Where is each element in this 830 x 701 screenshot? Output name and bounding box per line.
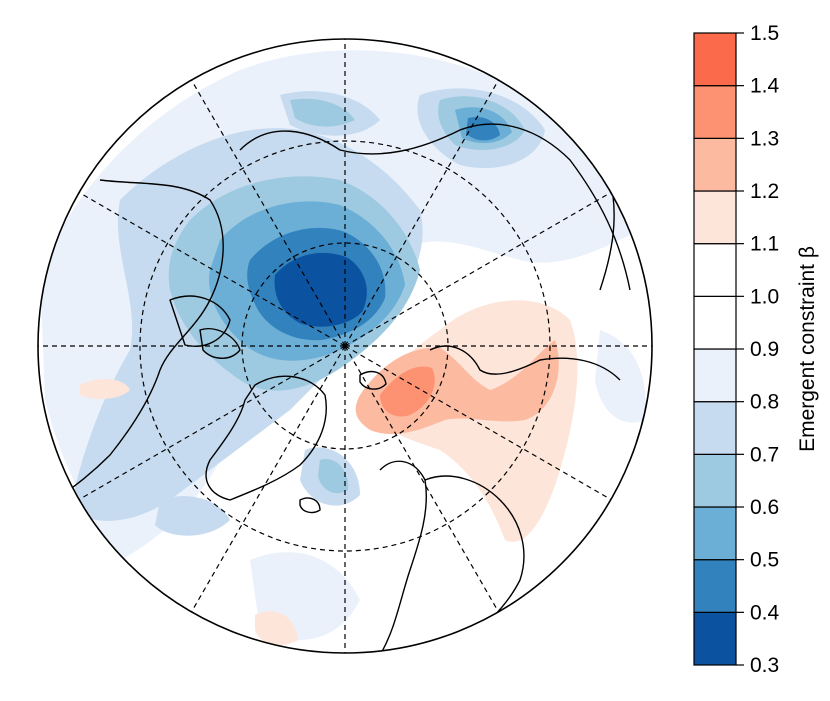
colorbar-tick-label: 1.0 [750, 285, 779, 308]
meridian [344, 345, 500, 613]
colorbar-segment [693, 32, 737, 87]
greenland-coast [205, 375, 327, 501]
meridian [78, 191, 346, 347]
colorbar-tick-label: 0.8 [750, 391, 779, 414]
colorbar-tick-label: 1.3 [750, 127, 779, 150]
meridian [190, 345, 346, 613]
colorbar-tick-label: 0.6 [750, 496, 779, 519]
colorbar-segment [693, 295, 737, 350]
colorbar-segment [693, 348, 737, 403]
colorbar-segment [693, 243, 737, 297]
colorbar-segment [693, 611, 737, 666]
map-disk [38, 39, 652, 653]
colorbar-segment [693, 506, 737, 561]
colorbar-segment [693, 85, 737, 139]
colorbar-segment [693, 190, 737, 245]
colorbar-tick-label: 0.7 [750, 443, 779, 466]
graticule [38, 39, 652, 653]
meridian [78, 345, 346, 501]
colorbar-tick-label: 0.9 [750, 338, 779, 361]
meridian [190, 79, 346, 347]
latitude-circle-60 [139, 140, 551, 552]
colorbar-tick-label: 0.5 [750, 549, 779, 572]
colorbar-tick-label: 0.4 [750, 601, 780, 624]
field-0.3-0.4 [274, 252, 367, 327]
russia-coast [429, 345, 621, 381]
colorbar-tick-label: 1.2 [750, 180, 779, 203]
colorbar-tick-label: 1.4 [750, 75, 780, 98]
colorbar-tick-label: 1.1 [750, 233, 779, 256]
colorbar-segment [693, 559, 737, 613]
europe-coast [379, 460, 428, 653]
colorbar: 0.3 0.4 0.5 0.6 0.7 0.8 0.9 1.0 1.1 1.2 1.3 1.4 1.5 E… [693, 22, 819, 677]
north-america-coast [54, 179, 224, 501]
meridian [344, 79, 500, 347]
colorbar-segment [693, 137, 737, 192]
svalbard-coast [359, 370, 387, 390]
field-1.3-1.4 [380, 366, 435, 417]
colorbar-segment [693, 453, 737, 508]
siberia-coast [239, 123, 631, 291]
colorbar-tick-label: 1.5 [750, 22, 779, 45]
colorbar-segment [693, 401, 737, 455]
meridian [344, 345, 612, 501]
colorbar-title: Emergent constraint β [796, 246, 819, 452]
map-boundary [37, 38, 653, 654]
meridian [344, 191, 612, 347]
colorbar-tick-label: 0.3 [750, 654, 779, 677]
